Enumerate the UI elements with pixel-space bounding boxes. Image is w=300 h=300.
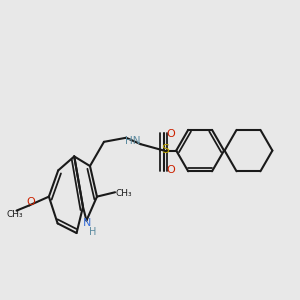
- Text: H: H: [88, 227, 96, 237]
- Text: O: O: [167, 165, 176, 176]
- Text: S: S: [161, 143, 169, 156]
- Text: O: O: [26, 197, 35, 207]
- Text: O: O: [167, 129, 176, 139]
- Text: HN: HN: [125, 136, 140, 146]
- Text: CH₃: CH₃: [7, 210, 23, 219]
- Text: CH₃: CH₃: [116, 189, 132, 198]
- Text: N: N: [83, 218, 91, 228]
